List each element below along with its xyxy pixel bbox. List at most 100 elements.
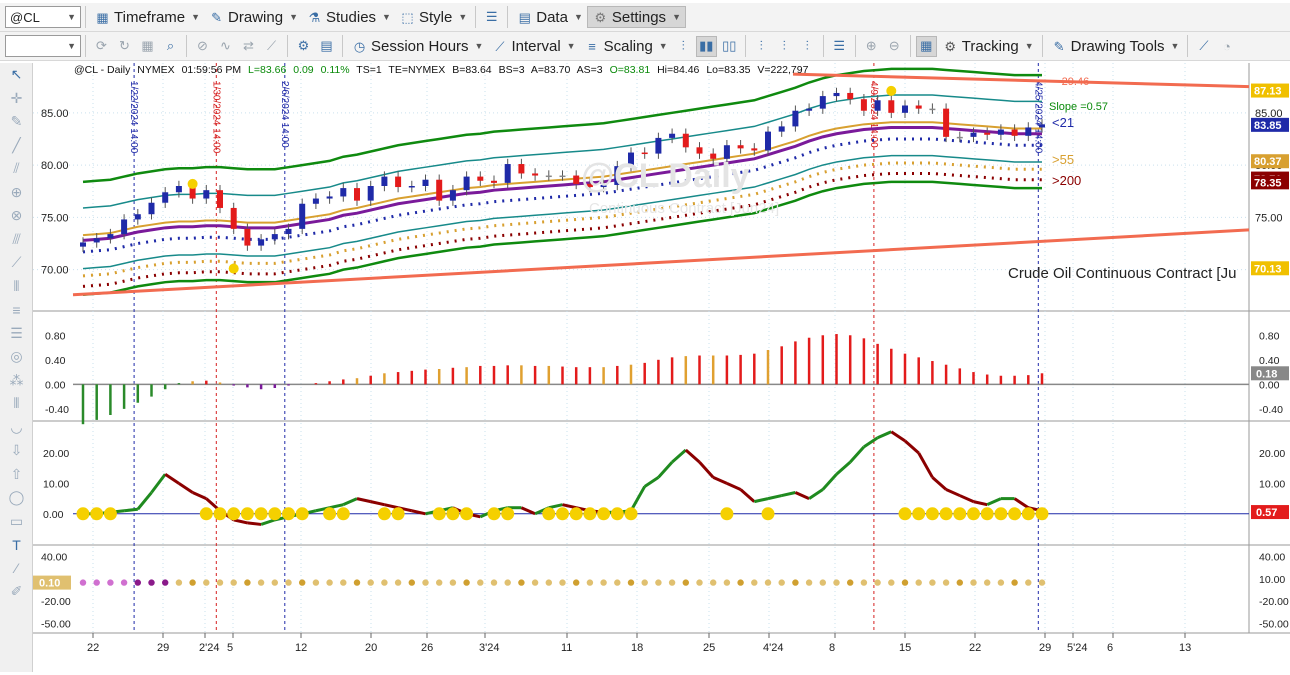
osc3-dot [353,579,361,586]
candle-body [997,129,1004,135]
scaling-menu[interactable]: ≡ Scaling ▼ [580,35,672,57]
osc1-tick-right: 0.80 [1259,330,1280,342]
session-hours-label: Session Hours [371,37,469,55]
osc2-tick-left: 10.00 [43,478,69,490]
osc2-signal-dot [624,507,638,521]
candle-body [532,173,539,176]
session-hours-menu[interactable]: ◷ Session Hours ▼ [347,35,487,57]
candle-body [1039,124,1045,128]
candle-body [148,202,155,215]
gann-icon[interactable]: ◎ [10,348,23,365]
analytics-icon[interactable]: ◔ [1223,38,1231,54]
channel-icon[interactable]: ⫽ [13,160,20,177]
arrow-down-icon[interactable]: ⇩ [10,442,23,459]
pen-icon[interactable]: ✐ [10,583,23,600]
reload-icon[interactable]: ↻ [119,38,130,53]
drawing-menu[interactable]: ✎ Drawing ▼ [204,6,302,28]
osc2-signal-dot [282,507,295,521]
zoom-out-icon[interactable]: ⊖ [888,38,900,53]
hollow-candle-icon[interactable]: ▯▯ [722,38,737,53]
table-icon[interactable]: ▤ [320,38,333,53]
pattern-icon[interactable]: ⁂ [9,371,24,388]
osc2-line [959,494,975,504]
cycle-icon[interactable]: ⫴ [13,395,20,412]
magnifier-icon[interactable]: ⌕ [166,38,175,53]
grid-icon[interactable]: ▦ [141,38,154,53]
chart-canvas[interactable]: 1/22/2024 14:00 1/30/2024 14:00 2/6/2024 1… [33,63,1290,672]
osc3-dot [997,579,1005,586]
time-tick-label: 6 [1107,642,1113,654]
osc2-line [917,452,934,479]
horizontal-line-icon[interactable]: ⊕ [10,183,23,200]
wave-icon[interactable]: ∿ [220,38,231,53]
candle-body [655,137,662,154]
osc3-dot [833,579,840,586]
rectangle-icon[interactable]: ▭ [9,512,24,529]
chart-area[interactable]: 1/22/2024 14:00 1/30/2024 14:00 2/6/2024 1… [33,63,1290,672]
ellipse-icon[interactable]: ◯ [8,489,25,506]
ma21-dots [82,137,1042,254]
osc2-line [849,445,866,464]
refresh-icon[interactable]: ⟳ [96,38,107,53]
osc3-dot [271,579,278,586]
ray-icon[interactable]: ⟋ [11,254,22,271]
hlc-icon[interactable]: ⫶ [782,38,786,53]
zoom-in-icon[interactable]: ⊕ [865,38,877,53]
osc3-dot [655,579,662,586]
candle-body [874,100,881,111]
line-chart-icon[interactable]: ⫶ [805,38,809,53]
crosshair-icon[interactable]: ✛ [10,89,23,106]
watermark-title: @CL Daily [581,157,750,195]
vertical-lines-icon[interactable]: ⦀ [13,277,20,294]
settings-menu[interactable]: ⚙ Settings ▼ [586,6,686,28]
osc2-line [329,503,344,510]
layout-icon[interactable]: ☰ [485,9,498,24]
drawing-tools-label: Drawing Tools [1070,37,1165,55]
trend-icon[interactable]: ⟋ [1199,38,1209,53]
line-tool-icon[interactable]: ╱ [12,136,21,153]
bar-chart-icon[interactable]: ⫶ [681,38,685,53]
candle-body [984,132,991,135]
fib-icon[interactable]: ≡ [12,301,21,318]
drawing-toolbar: ↖ ✛ ✎ ╱ ⫽ ⊕ ⊗ ⫻ ⟋ ⦀ ≡ ☰ ◎ ⁂ ⫴ ◡ ⇩ ⇧ ◯ ▭ … [0,63,33,672]
osc3-dot [901,579,909,586]
osc3-dot [737,579,744,586]
drawing-tools-menu[interactable]: ✎ Drawing Tools ▼ [1047,35,1184,57]
timeframe-menu[interactable]: ▦ Timeframe ▼ [90,6,204,28]
session-line-label: 4/25/2024 14:00 [1032,81,1043,154]
osc3-dot [312,579,320,586]
symbol-dropdown[interactable]: @CL ▼ [5,6,81,28]
studies-menu[interactable]: ⚗ Studies ▼ [302,6,395,28]
osc3-dot [189,579,196,586]
parallel-icon[interactable]: ⫻ [12,230,21,247]
cursor-icon[interactable]: ⊘ [197,38,208,53]
data-menu[interactable]: ▤ Data ▼ [512,6,587,28]
workspace-dropdown[interactable]: ▼ [5,35,81,57]
interval-menu[interactable]: ⟋ Interval ▼ [487,35,579,57]
levels-icon[interactable]: ☰ [10,324,23,341]
candlestick-icon[interactable]: ▮▮ [695,35,717,57]
compare-icon[interactable]: ⇄ [243,38,254,53]
style-menu[interactable]: ⬚ Style ▼ [395,6,471,28]
osc2-signal-dot [720,507,734,521]
arrow-up-icon[interactable]: ⇧ [10,465,23,482]
panel-icon[interactable]: ☰ [833,38,846,53]
text-tool-icon[interactable]: T [12,536,21,553]
osc2-tick-left: 0.00 [43,509,64,521]
line-icon[interactable]: ⟋ [266,38,277,53]
osc3-dot [381,579,388,586]
osc2-line [562,503,577,510]
settings-small-icon[interactable]: ⚙ [297,38,310,53]
wrench-icon[interactable]: ✎ [10,113,23,130]
arc-icon[interactable]: ◡ [10,418,23,435]
anchor-icon[interactable]: ⊗ [10,207,23,224]
eraser-icon[interactable]: ⁄ [15,560,18,577]
ohlc-icon[interactable]: ⫶ [759,38,763,53]
candle-body [1025,127,1032,136]
pointer-icon[interactable]: ↖ [10,66,23,83]
tracking-menu[interactable]: ⚙ Tracking ▼ [938,35,1038,57]
osc2-signal-dot [583,507,597,521]
time-tick-label: 2'24 [199,642,219,654]
osc2-signal-dot [240,507,254,521]
grid-toggle-icon[interactable]: ▦ [915,35,937,57]
